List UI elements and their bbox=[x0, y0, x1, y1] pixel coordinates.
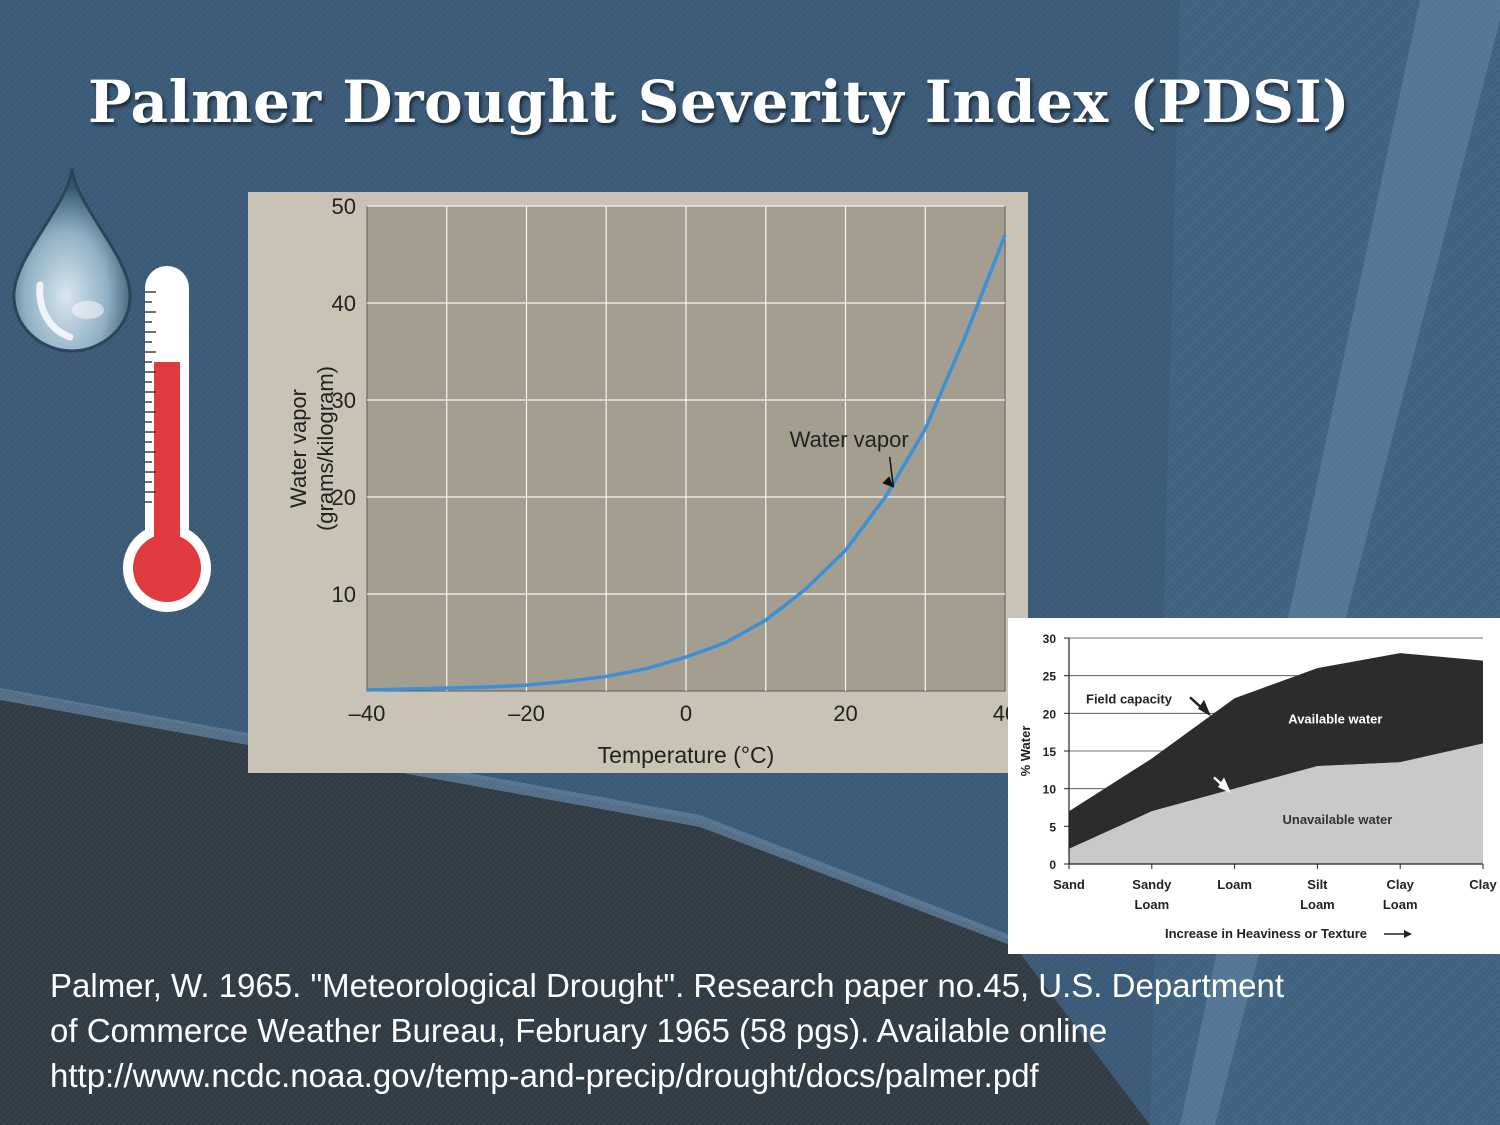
annotation-label: Water vapor bbox=[790, 427, 909, 452]
annotation-arrow bbox=[888, 456, 895, 488]
x-tick-label: 0 bbox=[680, 701, 692, 726]
x-tick-label: 20 bbox=[833, 701, 857, 726]
y-axis-label-line: (grams/kilogram) bbox=[313, 366, 338, 531]
y-axis-label: Water vapor(grams/kilogram) bbox=[286, 366, 338, 531]
x-tick-label: Loam bbox=[1134, 897, 1169, 912]
x-axis-label: Temperature (°C) bbox=[598, 742, 775, 768]
y-tick-label: 15 bbox=[1043, 745, 1057, 759]
x-tick-label: Loam bbox=[1300, 897, 1335, 912]
y-tick-label: 5 bbox=[1049, 820, 1056, 834]
y-tick-label: 25 bbox=[1043, 670, 1057, 684]
x-tick-label: Silt bbox=[1307, 877, 1328, 892]
y-tick-label: 50 bbox=[332, 194, 356, 219]
x-axis-arrowhead bbox=[1404, 930, 1412, 938]
slide-title: Palmer Drought Severity Index (PDSI) bbox=[88, 68, 1351, 136]
field-capacity-arrowhead bbox=[1198, 699, 1211, 717]
annotation-arrowhead bbox=[882, 476, 894, 488]
y-tick-label: 40 bbox=[332, 291, 356, 316]
y-tick-label: 30 bbox=[332, 388, 356, 413]
y-axis-label: % Water bbox=[1018, 726, 1033, 777]
x-tick-label: Loam bbox=[1383, 897, 1418, 912]
soil-water-chart: 0 5 10 15 20 25 30 Sand Sandy Loam Loam Silt Loam Cla… bbox=[1008, 618, 1500, 954]
x-tick-label: Loam bbox=[1217, 877, 1252, 892]
citation-line-1: Palmer, W. 1965. "Meteorological Drought… bbox=[50, 967, 1285, 1004]
x-tick-label: –20 bbox=[508, 701, 545, 726]
y-tick-label: 30 bbox=[1043, 632, 1057, 646]
y-tick-label: 10 bbox=[1043, 783, 1057, 797]
y-axis-label-line: Water vapor bbox=[286, 389, 311, 508]
thermometer-icon bbox=[123, 266, 211, 612]
unavailable-water-label: Unavailable water bbox=[1282, 812, 1392, 827]
x-tick-label: Sand bbox=[1053, 877, 1085, 892]
available-water-label: Available water bbox=[1288, 712, 1382, 727]
series-line-water-vapor bbox=[366, 234, 1007, 692]
area-unavailable-water bbox=[1069, 743, 1483, 864]
unavailable-arrowhead bbox=[1218, 777, 1231, 794]
citation-line-3: http://www.ncdc.noaa.gov/temp-and-precip… bbox=[50, 1057, 1039, 1094]
area-available-water bbox=[1069, 653, 1483, 849]
x-tick-label: Clay bbox=[1386, 877, 1414, 892]
field-capacity-label: Field capacity bbox=[1086, 691, 1173, 706]
x-tick-label: –40 bbox=[349, 701, 386, 726]
water-drop-icon bbox=[12, 168, 132, 353]
y-tick-label: 10 bbox=[332, 582, 356, 607]
y-tick-label: 20 bbox=[332, 485, 356, 510]
x-tick-label: Sandy bbox=[1132, 877, 1172, 892]
x-axis-label: Increase in Heaviness or Texture bbox=[1165, 926, 1367, 941]
citation-line-2: of Commerce Weather Bureau, February 196… bbox=[50, 1012, 1108, 1049]
y-tick-label: 20 bbox=[1043, 707, 1057, 721]
citation: Palmer, W. 1965. "Meteorological Drought… bbox=[50, 963, 1480, 1098]
y-tick-label: 0 bbox=[1049, 858, 1056, 872]
x-tick-label: Clay bbox=[1469, 877, 1497, 892]
